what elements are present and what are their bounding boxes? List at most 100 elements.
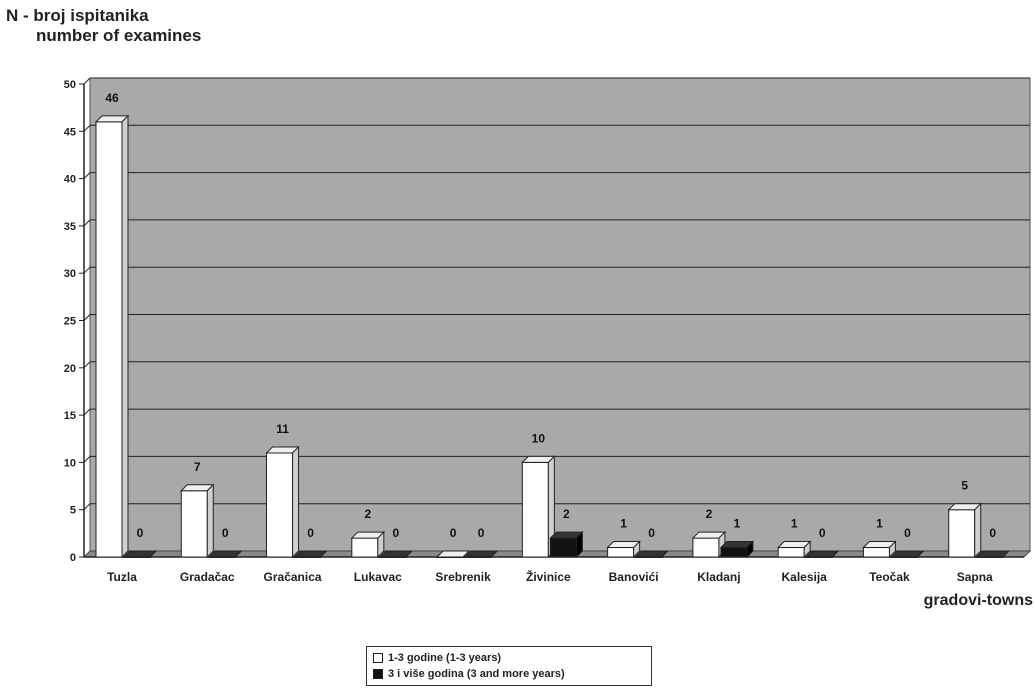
legend-item-series-1: 1-3 godine (1-3 years) xyxy=(373,650,645,666)
bar-front xyxy=(351,537,379,558)
bar-side xyxy=(490,550,498,558)
bar-side xyxy=(633,540,641,559)
bar-side xyxy=(206,483,214,559)
data-label: 10 xyxy=(532,431,546,445)
x-tick-label: Tuzla xyxy=(107,570,137,584)
x-tick-label: Teočak xyxy=(869,570,910,584)
bar-series-1 xyxy=(947,502,982,559)
bar-side xyxy=(746,540,754,559)
bar-series-2 xyxy=(634,550,669,558)
x-tick-label: Kladanj xyxy=(697,570,740,584)
x-axis-title: gradovi-towns xyxy=(923,592,1033,609)
y-tick-label: 40 xyxy=(64,174,76,186)
bar-front xyxy=(692,537,720,558)
gridline-diag xyxy=(83,124,91,132)
data-label: 1 xyxy=(876,517,883,531)
data-label: 0 xyxy=(819,526,826,540)
gridline-diag xyxy=(83,408,91,416)
bar-front xyxy=(180,490,208,558)
data-label: 0 xyxy=(904,526,911,540)
gridline-diag xyxy=(83,361,91,369)
bar-side xyxy=(292,445,300,559)
bar-series-2 xyxy=(122,550,158,558)
x-tick-label: Srebrenik xyxy=(435,570,491,584)
data-label: 0 xyxy=(392,526,399,540)
bar-series-1 xyxy=(606,540,641,559)
data-label: 2 xyxy=(706,507,713,521)
gridline-diag xyxy=(83,456,91,463)
y-tick-label: 0 xyxy=(70,552,76,564)
bar-side xyxy=(234,550,242,558)
y-tick-label: 10 xyxy=(64,457,76,469)
legend-label-series-2: 3 i više godina (3 and more years) xyxy=(388,668,565,680)
y-tick-label: 35 xyxy=(64,221,76,233)
y-axis-title-line1: N - broj ispitanika xyxy=(6,6,149,25)
y-tick-label: 20 xyxy=(64,363,76,375)
x-tick-label: Sapna xyxy=(957,570,993,584)
bar-front xyxy=(521,461,549,558)
data-label: 1 xyxy=(734,517,741,531)
data-label: 11 xyxy=(276,422,289,436)
bar-front xyxy=(95,121,123,558)
legend-item-series-2: 3 i više godina (3 and more years) xyxy=(373,666,645,682)
x-tick-label: Kalesija xyxy=(781,570,827,584)
data-label: 5 xyxy=(961,479,968,493)
gridline-diag xyxy=(83,219,91,227)
bar-side xyxy=(462,550,470,558)
bar-series-1 xyxy=(265,445,300,559)
bar-series-2 xyxy=(890,550,925,558)
x-tick-label: Gračanica xyxy=(264,570,322,584)
bar-series-2 xyxy=(975,550,1010,558)
bar-series-2 xyxy=(378,550,414,558)
y-tick-label: 50 xyxy=(64,79,76,91)
gridline-diag xyxy=(83,314,91,321)
bar-side xyxy=(661,550,668,558)
bar-series-1 xyxy=(776,540,812,559)
bar-series-1 xyxy=(862,540,897,559)
bar-series-2 xyxy=(804,550,840,558)
x-tick-label: Banovići xyxy=(609,570,659,584)
x-tick-label: Lukavac xyxy=(354,570,402,584)
bar-side xyxy=(575,530,583,559)
bar-series-2 xyxy=(549,530,584,559)
legend-swatch-black xyxy=(373,669,383,679)
data-label: 1 xyxy=(620,517,627,531)
y-tick-label: 45 xyxy=(64,126,76,138)
gridline-diag xyxy=(83,503,91,511)
y-axis-title: N - broj ispitanika number of examines xyxy=(6,6,201,46)
bar-side xyxy=(974,502,982,559)
x-tick-label: Gradačac xyxy=(180,570,235,584)
bar-series-1 xyxy=(94,114,130,559)
bar-series-1 xyxy=(350,530,386,559)
bar-front xyxy=(549,537,577,558)
legend-label-series-1: 1-3 godine (1-3 years) xyxy=(388,652,502,664)
bar-front xyxy=(948,509,976,558)
bar-front xyxy=(266,452,294,558)
bar-side xyxy=(803,540,811,559)
bar-series-1 xyxy=(180,483,215,559)
bar-series-2 xyxy=(463,550,499,558)
bar-series-2 xyxy=(293,550,328,558)
bar-side xyxy=(1002,550,1010,558)
data-label: 0 xyxy=(478,526,485,540)
bar-side xyxy=(917,550,924,558)
bar-series-2 xyxy=(719,540,755,559)
bar-side xyxy=(377,530,385,559)
data-label: 0 xyxy=(450,526,457,540)
bar-series-2 xyxy=(208,550,243,558)
bar-front xyxy=(720,547,748,558)
bar-side xyxy=(320,550,327,558)
gridline-diag xyxy=(83,266,91,274)
bar-side xyxy=(405,550,413,558)
bar-front xyxy=(862,547,890,558)
data-label: 7 xyxy=(194,460,201,474)
legend: 1-3 godine (1-3 years) 3 i više godina (… xyxy=(366,646,652,686)
y-tick-label: 15 xyxy=(64,410,76,422)
data-label: 2 xyxy=(563,507,570,521)
gridline-diag xyxy=(83,77,91,85)
data-label: 0 xyxy=(222,526,229,540)
bar-front xyxy=(777,547,805,558)
bar-side xyxy=(121,114,129,559)
data-label: 46 xyxy=(105,91,119,105)
